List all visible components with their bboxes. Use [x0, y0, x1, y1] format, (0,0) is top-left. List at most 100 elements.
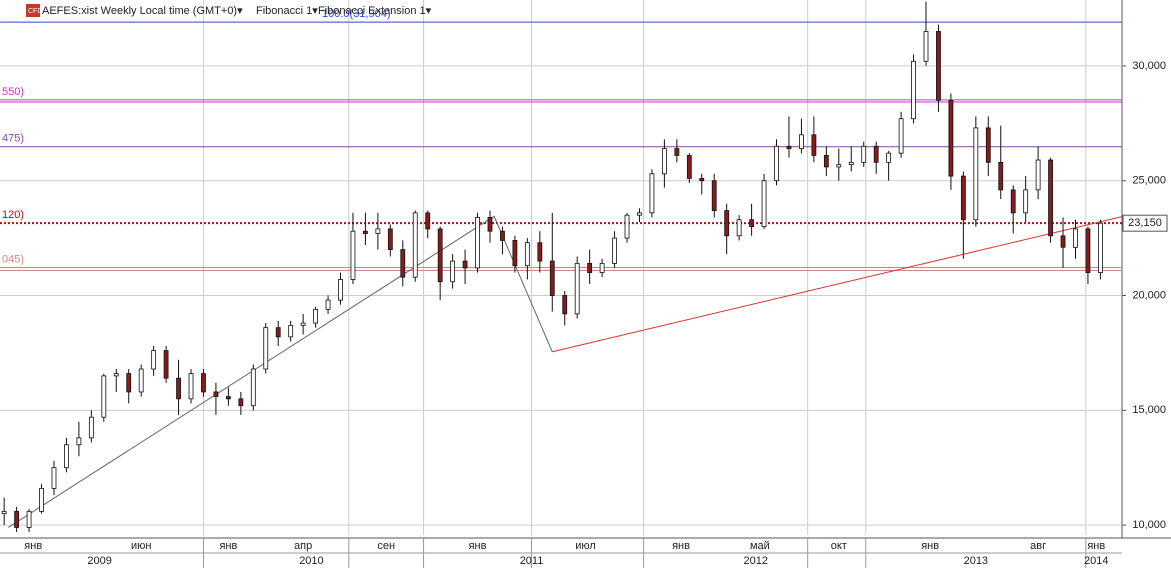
candle-body — [375, 228, 381, 234]
candle-body — [387, 228, 393, 250]
candle-body — [761, 180, 767, 228]
candle-body — [39, 487, 44, 512]
year-label: 2009 — [87, 555, 111, 567]
header-item[interactable]: AEFES:xist Weekly Local time (GMT+0)▾ — [42, 5, 243, 17]
candle-body — [649, 173, 655, 214]
candle-body — [836, 164, 842, 168]
candle-body — [487, 217, 493, 232]
price-tag-label: 23,150 — [1128, 217, 1162, 229]
fib-label: 100.0(31,904) — [322, 8, 391, 20]
year-label: 2011 — [520, 555, 544, 567]
candle-body — [176, 377, 181, 400]
candle-body — [338, 279, 343, 301]
candle-body — [64, 444, 69, 469]
candle-body — [911, 60, 916, 120]
candle-body — [799, 134, 804, 149]
header-item[interactable]: Fibonacci 1▾ — [256, 5, 318, 17]
candle-body — [923, 31, 929, 62]
candle-body — [711, 180, 717, 211]
candle-body — [1048, 159, 1053, 237]
price-tag — [1122, 214, 1168, 232]
candle-body — [811, 134, 817, 156]
candle-body — [749, 219, 754, 228]
candle-body — [288, 324, 294, 338]
candle-body — [599, 262, 605, 273]
icon-text: CFD — [28, 8, 42, 15]
fib-label: 045) — [2, 253, 24, 265]
candle-body — [1098, 222, 1103, 273]
candle-body — [624, 214, 630, 239]
year-label: 2012 — [744, 555, 768, 567]
candle-body — [587, 262, 593, 273]
candle-body — [823, 155, 829, 168]
candle-body — [400, 249, 406, 278]
candle-body — [936, 31, 941, 101]
candle-body — [524, 242, 530, 267]
candle-body — [412, 212, 418, 278]
candle-body — [674, 148, 680, 156]
candle-body — [250, 368, 256, 407]
candle-body — [774, 145, 779, 182]
x-tick-label: июн — [131, 540, 151, 552]
candle-body — [213, 391, 219, 397]
x-tick-label: янв — [219, 540, 237, 552]
candle-body — [14, 510, 20, 528]
candle-body — [960, 175, 966, 221]
symbol-icon — [26, 4, 40, 17]
candle-body — [948, 99, 954, 177]
candle-body — [126, 373, 132, 393]
candle-body — [736, 219, 742, 237]
candle-body — [998, 161, 1004, 191]
candle-body — [51, 467, 57, 489]
candle-body — [113, 373, 119, 377]
candle-body — [151, 350, 157, 370]
candle-body — [1073, 228, 1078, 248]
header-item[interactable]: Fibonacci Extension 1▾ — [318, 5, 432, 17]
candle-body — [612, 237, 617, 264]
candle-body — [724, 210, 730, 237]
x-tick-label: янв — [469, 540, 487, 552]
fib-label: 550) — [2, 86, 24, 98]
candle-body — [500, 230, 505, 241]
candle-body — [26, 510, 32, 528]
x-tick-label: апр — [294, 540, 312, 552]
year-label: 2010 — [299, 555, 323, 567]
y-tick-label: 15,000 — [1132, 404, 1166, 416]
x-tick-label: янв — [1087, 540, 1105, 552]
candle-body — [101, 375, 107, 418]
candle-body — [138, 368, 144, 393]
year-label: 2013 — [964, 555, 988, 567]
candle-body — [437, 228, 443, 283]
trendline — [552, 216, 1123, 353]
candle-body — [786, 145, 792, 149]
candle-body — [1060, 235, 1066, 248]
candle-body — [313, 308, 318, 324]
candle-body — [1010, 189, 1016, 214]
candle-body — [163, 350, 169, 379]
candle-body — [201, 373, 206, 393]
candle-body — [350, 230, 356, 280]
year-label: 2014 — [1084, 555, 1108, 567]
candle-body — [637, 212, 642, 216]
x-tick-label: янв — [24, 540, 42, 552]
candle-body — [512, 240, 518, 267]
candle-body — [88, 416, 94, 439]
candle-body — [861, 145, 867, 163]
x-tick-label: янв — [672, 540, 690, 552]
y-tick-label: 30,000 — [1132, 60, 1166, 72]
candle-body — [325, 299, 331, 310]
candle-body — [973, 127, 979, 221]
candle-body — [562, 295, 568, 315]
candle-body — [1023, 189, 1029, 214]
candle-body — [699, 178, 705, 182]
x-tick-label: июл — [575, 540, 596, 552]
candle-body — [475, 217, 480, 269]
candle-body — [898, 118, 904, 154]
x-tick-label: окт — [831, 540, 847, 552]
x-tick-label: сен — [377, 540, 395, 552]
candle-body — [574, 262, 580, 315]
candle-body — [188, 373, 194, 400]
candle-body — [873, 145, 879, 163]
trendline — [8, 215, 553, 528]
